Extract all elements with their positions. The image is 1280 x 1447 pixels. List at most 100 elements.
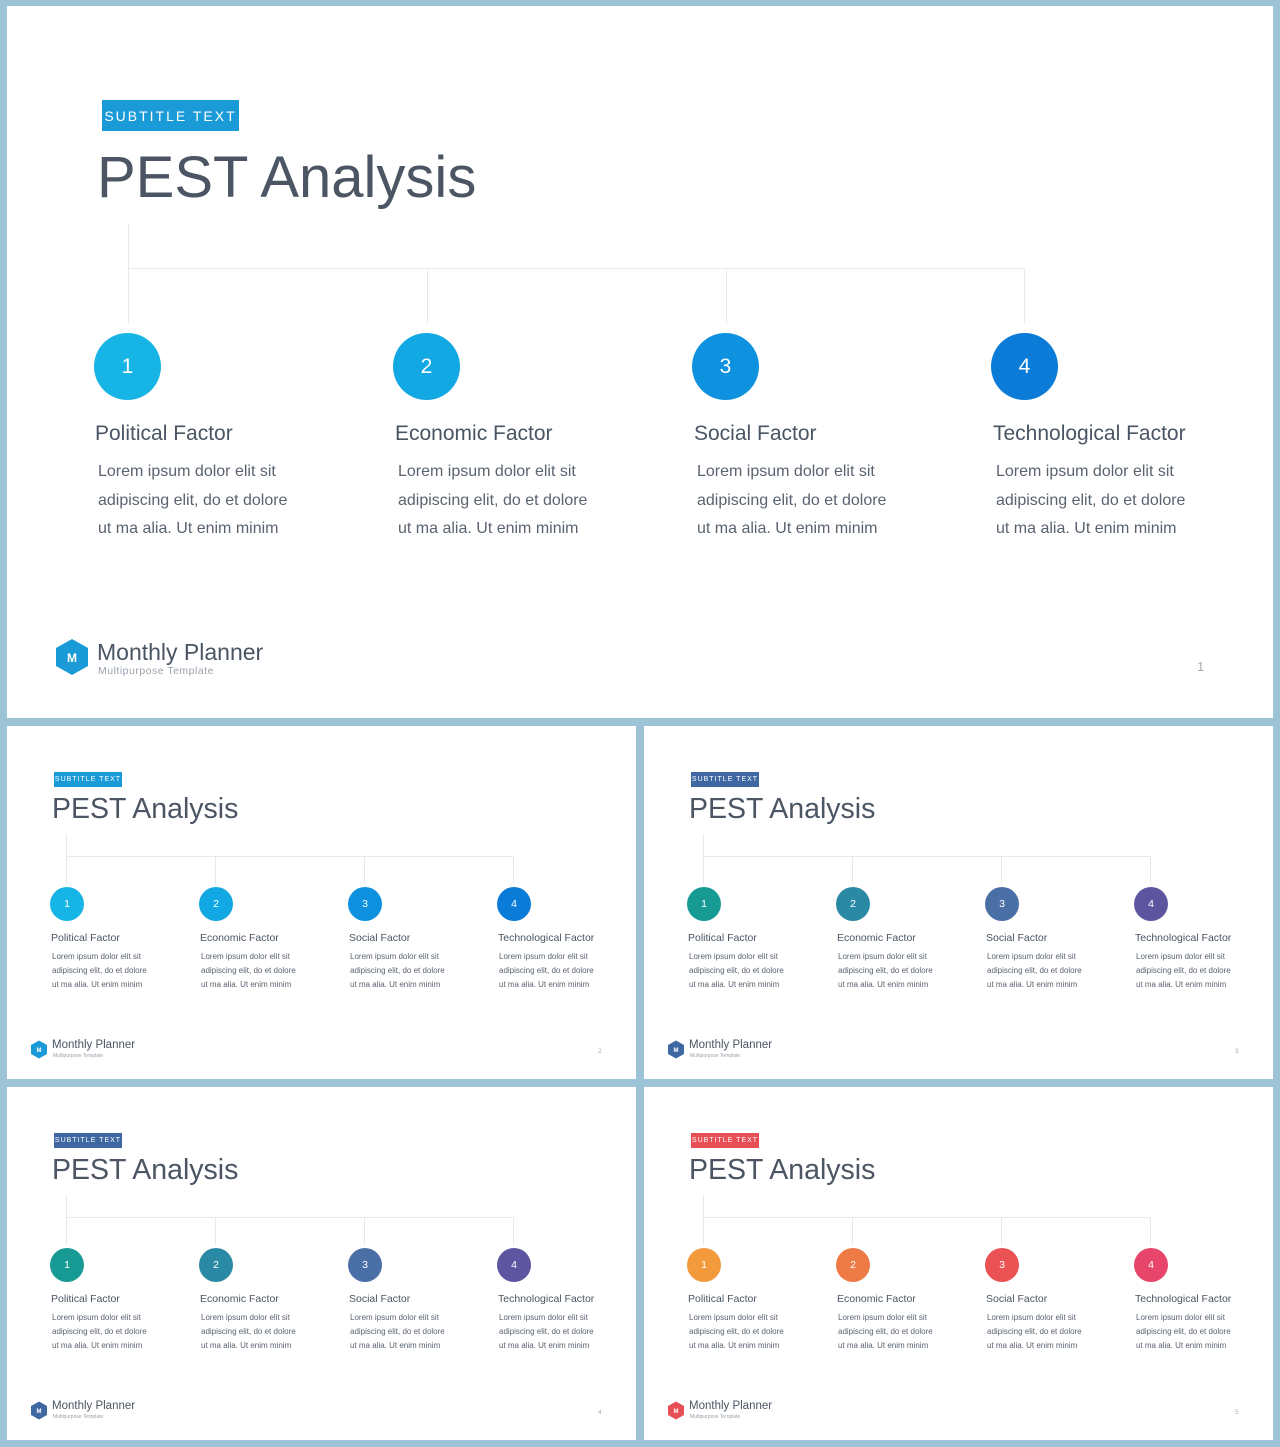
logo-hexagon-icon: M [56,639,88,675]
subtitle-badge: SUBTITLE TEXT [691,772,759,787]
factor-title-social: Social Factor [986,1293,1048,1305]
brand-subtitle: Multipurpose Template [53,1414,104,1420]
slide-title: PEST Analysis [689,1154,876,1186]
slide-2[interactable]: SUBTITLE TEXT PEST Analysis 1 2 3 4 Poli… [7,726,636,1079]
factor-number-2: 2 [393,333,460,400]
factor-number-3: 3 [348,887,382,921]
factor-title-political: Political Factor [95,422,233,445]
factor-description: Lorem ipsum dolor elit sit adipiscing eli… [838,1313,933,1350]
slide-1[interactable]: SUBTITLE TEXT PEST Analysis 1 2 3 4 Poli… [7,6,1273,718]
factor-description: Lorem ipsum dolor elit sit adipiscing eli… [996,463,1186,537]
factor-description: Lorem ipsum dolor elit sit adipiscing eli… [697,463,887,537]
factor-description: Lorem ipsum dolor elit sit adipiscing eli… [398,463,588,537]
connector-stem-4 [1024,268,1025,324]
svg-text:M: M [674,1409,679,1415]
factor-number-3: 3 [348,1248,382,1282]
factor-number-1: 1 [687,1248,721,1282]
connector-stem-1 [128,224,129,324]
brand-name: Monthly Planner [97,639,264,665]
factor-description: Lorem ipsum dolor elit sit adipiscing eli… [499,952,594,989]
factor-title-social: Social Factor [349,932,411,944]
factor-title-political: Political Factor [51,1293,120,1305]
factor-number-2: 2 [199,887,233,921]
factor-number-4: 4 [497,887,531,921]
factor-title-political: Political Factor [51,932,120,944]
factor-number-4: 4 [991,333,1058,400]
connector-stem-1 [66,834,67,884]
connector-line [703,1217,1150,1218]
logo-hexagon-icon: M [31,1040,47,1059]
connector-line [66,856,513,857]
factor-number-2: 2 [836,1248,870,1282]
factor-title-economic: Economic Factor [395,422,553,445]
factor-description: Lorem ipsum dolor elit sit adipiscing eli… [689,1313,784,1350]
factor-description: Lorem ipsum dolor elit sit adipiscing eli… [201,952,296,989]
connector-stem-3 [1001,1217,1002,1245]
connector-stem-1 [703,834,704,884]
factor-title-technological: Technological Factor [993,422,1186,445]
factor-description: Lorem ipsum dolor elit sit adipiscing eli… [689,952,784,989]
svg-text:M: M [67,651,77,665]
connector-stem-3 [726,268,727,324]
page-number: 2 [598,1048,602,1055]
factor-title-technological: Technological Factor [498,1293,595,1305]
factor-title-economic: Economic Factor [200,1293,279,1305]
factor-title-technological: Technological Factor [498,932,595,944]
page-number: 1 [1197,659,1205,674]
subtitle-badge: SUBTITLE TEXT [54,1133,122,1148]
connector-stem-2 [427,268,428,324]
connector-stem-3 [1001,856,1002,884]
factor-number-2: 2 [199,1248,233,1282]
slide-3[interactable]: SUBTITLE TEXT PEST Analysis 1 2 3 4 Poli… [644,726,1273,1079]
logo-hexagon-icon: M [668,1040,684,1059]
slide-title: PEST Analysis [52,1154,239,1186]
brand-name: Monthly Planner [689,1039,773,1051]
factor-description: Lorem ipsum dolor elit sit adipiscing eli… [350,952,445,989]
factor-number-3: 3 [692,333,759,400]
factor-title-technological: Technological Factor [1135,932,1232,944]
connector-stem-4 [1150,1217,1151,1245]
connector-line [128,268,1025,269]
factor-description: Lorem ipsum dolor elit sit adipiscing eli… [98,463,288,537]
factor-description: Lorem ipsum dolor elit sit adipiscing eli… [350,1313,445,1350]
factor-title-social: Social Factor [349,1293,411,1305]
connector-stem-4 [513,1217,514,1245]
brand-subtitle: Multipurpose Template [53,1053,104,1059]
subtitle-badge: SUBTITLE TEXT [54,772,122,787]
brand-subtitle: Multipurpose Template [690,1053,741,1059]
factor-number-1: 1 [50,887,84,921]
connector-stem-2 [852,856,853,884]
factor-title-political: Political Factor [688,932,757,944]
factor-title-social: Social Factor [694,422,817,445]
factor-description: Lorem ipsum dolor elit sit adipiscing eli… [499,1313,594,1350]
brand-name: Monthly Planner [689,1400,773,1412]
brand-name: Monthly Planner [52,1400,136,1412]
factor-number-4: 4 [1134,887,1168,921]
slide-4[interactable]: SUBTITLE TEXT PEST Analysis 1 2 3 4 Poli… [7,1087,636,1440]
subtitle-badge: SUBTITLE TEXT [102,100,239,131]
page-number: 5 [1235,1409,1239,1416]
factor-title-economic: Economic Factor [200,932,279,944]
factor-description: Lorem ipsum dolor elit sit adipiscing eli… [1136,952,1231,989]
factor-number-4: 4 [497,1248,531,1282]
factor-description: Lorem ipsum dolor elit sit adipiscing eli… [838,952,933,989]
connector-stem-3 [364,856,365,884]
subtitle-badge: SUBTITLE TEXT [691,1133,759,1148]
connector-line [703,856,1150,857]
factor-description: Lorem ipsum dolor elit sit adipiscing eli… [987,1313,1082,1350]
slide-5[interactable]: SUBTITLE TEXT PEST Analysis 1 2 3 4 Poli… [644,1087,1273,1440]
factor-description: Lorem ipsum dolor elit sit adipiscing eli… [52,1313,147,1350]
factor-number-1: 1 [50,1248,84,1282]
connector-line [66,1217,513,1218]
factor-number-4: 4 [1134,1248,1168,1282]
factor-number-1: 1 [94,333,161,400]
factor-number-1: 1 [687,887,721,921]
brand-name: Monthly Planner [52,1039,136,1051]
factor-description: Lorem ipsum dolor elit sit adipiscing eli… [1136,1313,1231,1350]
connector-stem-2 [852,1217,853,1245]
logo-hexagon-icon: M [31,1401,47,1420]
factor-title-social: Social Factor [986,932,1048,944]
factor-description: Lorem ipsum dolor elit sit adipiscing eli… [201,1313,296,1350]
connector-stem-3 [364,1217,365,1245]
connector-stem-2 [215,856,216,884]
